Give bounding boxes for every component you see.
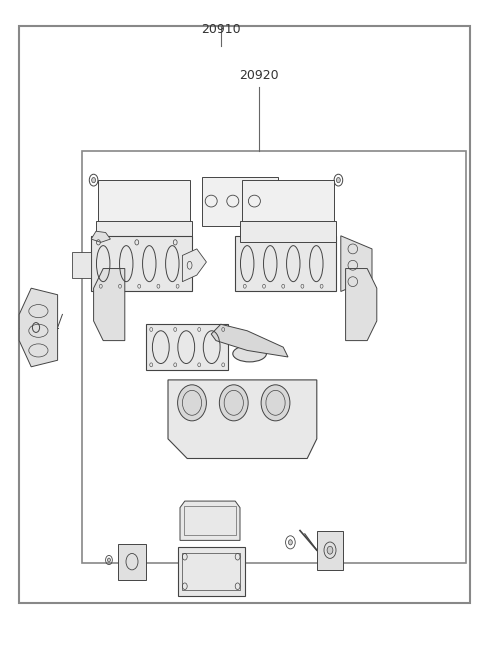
- Text: 20920: 20920: [240, 69, 279, 82]
- Ellipse shape: [92, 178, 96, 183]
- Bar: [146, 324, 228, 370]
- Ellipse shape: [178, 385, 206, 421]
- Polygon shape: [346, 269, 377, 341]
- Polygon shape: [168, 380, 317, 458]
- Polygon shape: [98, 180, 190, 223]
- Ellipse shape: [169, 259, 181, 285]
- Polygon shape: [341, 236, 372, 291]
- Polygon shape: [72, 252, 91, 278]
- Bar: [202, 177, 278, 226]
- Bar: [240, 221, 336, 242]
- Polygon shape: [317, 531, 343, 570]
- Ellipse shape: [288, 540, 292, 545]
- Bar: [182, 553, 240, 590]
- Bar: [82, 151, 466, 563]
- Ellipse shape: [336, 178, 340, 183]
- Polygon shape: [91, 231, 110, 242]
- Polygon shape: [118, 544, 146, 580]
- Polygon shape: [94, 269, 125, 341]
- Bar: [184, 506, 236, 535]
- Polygon shape: [211, 324, 288, 357]
- Bar: [242, 180, 334, 223]
- Bar: [235, 236, 336, 291]
- Ellipse shape: [219, 385, 248, 421]
- Ellipse shape: [233, 346, 266, 362]
- Bar: [178, 547, 245, 596]
- Text: 20910: 20910: [201, 23, 240, 36]
- Bar: [96, 221, 192, 242]
- Ellipse shape: [261, 385, 290, 421]
- Polygon shape: [182, 249, 206, 282]
- Bar: [91, 236, 192, 291]
- Ellipse shape: [327, 546, 333, 554]
- Bar: [19, 26, 470, 603]
- Ellipse shape: [172, 265, 178, 278]
- Polygon shape: [180, 501, 240, 540]
- Polygon shape: [19, 288, 58, 367]
- Ellipse shape: [108, 558, 110, 562]
